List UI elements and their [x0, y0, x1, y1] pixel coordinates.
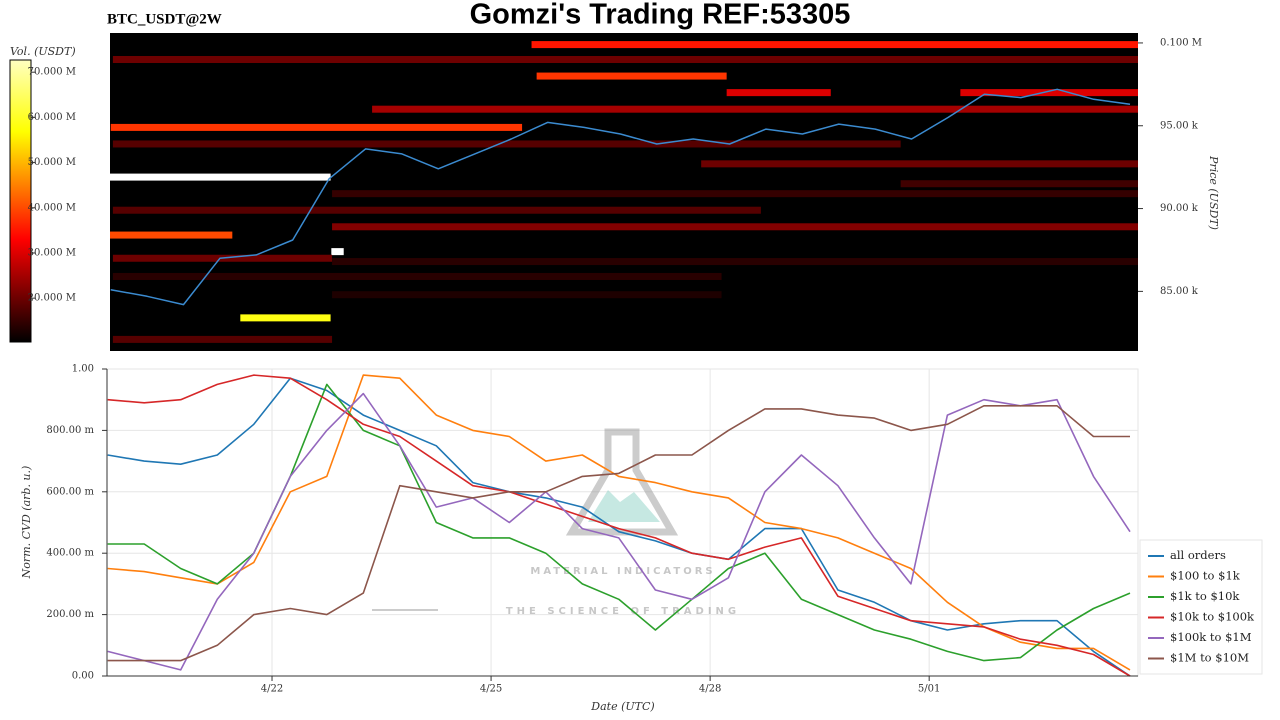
- line: [110, 88, 1131, 306]
- colorbar-tick-label: 60.000 M: [28, 112, 76, 123]
- heat-cell: [332, 223, 1138, 231]
- heat-cell: [240, 314, 331, 322]
- heat-cell: [372, 105, 1138, 113]
- heat-cell: [112, 272, 722, 280]
- legend-label: $100k to $1M: [1170, 630, 1252, 644]
- y-axis-label: Norm. CVD (arb. u.): [20, 466, 33, 580]
- heat-cell: [332, 190, 1138, 198]
- x-tick-label: 4/22: [261, 684, 283, 695]
- line: [107, 377, 1131, 677]
- heat-cell: [531, 41, 1138, 49]
- line: [107, 405, 1130, 662]
- colorbar-tick-label: 30.000 M: [28, 247, 76, 258]
- heat-cell: [331, 248, 344, 256]
- heat-cell: [726, 89, 831, 97]
- heat-cell: [960, 89, 1138, 97]
- y-tick-label: 0.100 M: [1160, 37, 1202, 48]
- y-tick-label: 200.00 m: [46, 609, 94, 620]
- heat-cell: [110, 173, 331, 181]
- y-tick-label: 85.00 k: [1160, 286, 1199, 297]
- line: [107, 374, 1131, 677]
- watermark-subtitle: THE SCIENCE OF TRADING: [506, 606, 740, 617]
- heat-cell: [112, 56, 1138, 63]
- y-tick-label: 400.00 m: [46, 548, 94, 559]
- heat-cell: [332, 258, 1138, 266]
- x-tick-label: 5/01: [918, 684, 940, 695]
- legend-label: $10k to $100k: [1170, 610, 1255, 624]
- legend-label: $1k to $10k: [1170, 589, 1240, 603]
- line: [107, 374, 1131, 671]
- y-tick-label: 600.00 m: [46, 486, 94, 497]
- legend-label: $1M to $10M: [1170, 651, 1249, 665]
- chart-title: Gomzi's Trading REF:53305: [470, 0, 851, 31]
- heat-cell: [112, 335, 333, 343]
- y-axis-label: Price (USDT): [1207, 155, 1220, 230]
- colorbar-label: Vol. (USDT): [10, 45, 76, 58]
- watermark-title: MATERIAL INDICATORS: [530, 566, 715, 577]
- y-tick-label: 0.00: [72, 671, 94, 682]
- y-tick-label: 90.00 k: [1160, 203, 1199, 214]
- x-axis-label: Date (UTC): [590, 700, 654, 713]
- lines: [107, 374, 1131, 677]
- symbol: BTC_USDT@2W: [107, 11, 222, 27]
- heat-cell: [110, 123, 523, 131]
- legend-label: all orders: [1170, 548, 1226, 562]
- colorbar: [9, 59, 32, 343]
- colorbar-tick-label: 20.000 M: [28, 293, 76, 304]
- line: [107, 392, 1131, 671]
- legend-label: $100 to $1k: [1170, 569, 1241, 583]
- heat-cell: [900, 180, 1138, 188]
- x-tick-label: 4/25: [480, 684, 502, 695]
- heat-cell: [112, 140, 901, 148]
- y-tick-label: 95.00 k: [1160, 120, 1199, 131]
- heat-cell: [701, 160, 1138, 168]
- colorbar-tick-label: 50.000 M: [28, 157, 76, 168]
- y-tick-label: 1.00: [72, 364, 94, 375]
- heatmap: [110, 41, 1138, 343]
- x-tick-label: 4/28: [699, 684, 721, 695]
- y-tick-label: 800.00 m: [46, 425, 94, 436]
- heat-cell: [110, 231, 233, 239]
- colorbar-tick-label: 40.000 M: [28, 202, 76, 213]
- heat-cell: [332, 291, 722, 299]
- legend: [1139, 539, 1263, 675]
- heat-cell: [112, 206, 761, 214]
- heat-cell: [536, 72, 727, 80]
- colorbar-tick-label: 70.000 M: [28, 67, 76, 78]
